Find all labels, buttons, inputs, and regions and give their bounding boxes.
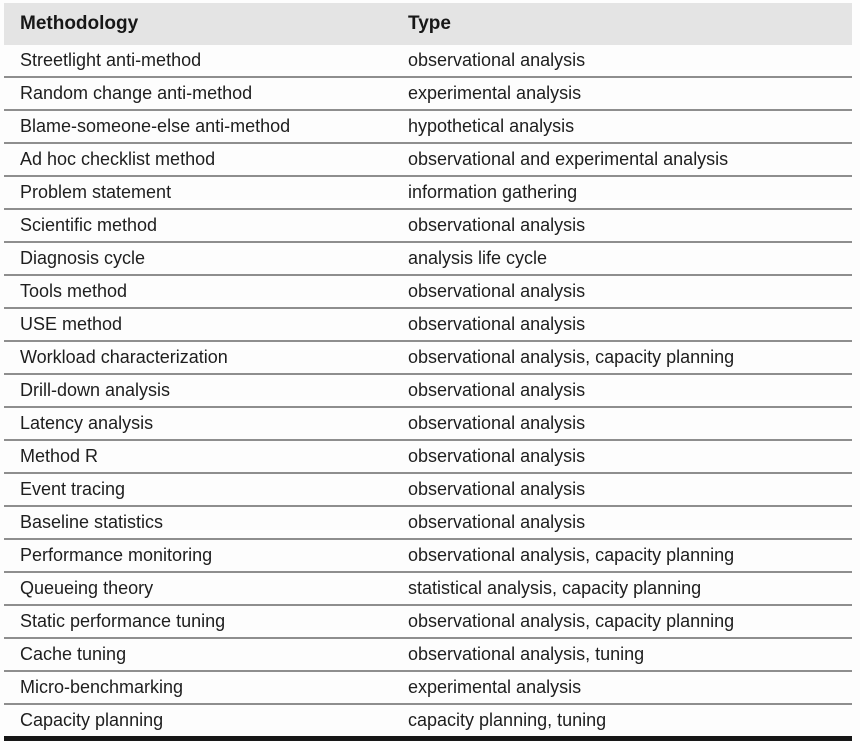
table-row: Tools method observational analysis (4, 274, 852, 308)
table-header: Methodology Type (4, 3, 852, 45)
methodology-cell: Tools method (4, 274, 392, 308)
type-cell: observational analysis (392, 505, 852, 539)
type-cell: observational analysis (392, 274, 852, 308)
type-cell: observational analysis (392, 208, 852, 242)
type-cell: hypothetical analysis (392, 109, 852, 143)
table-body: Streetlight anti-method observational an… (4, 45, 852, 739)
methodology-cell: Cache tuning (4, 637, 392, 671)
methodology-table: Methodology Type Streetlight anti-method… (4, 3, 852, 741)
table-row: Capacity planning capacity planning, tun… (4, 703, 852, 739)
methodology-cell: Drill-down analysis (4, 373, 392, 407)
table-row: Diagnosis cycle analysis life cycle (4, 241, 852, 275)
table-row: Baseline statistics observational analys… (4, 505, 852, 539)
table-row: Performance monitoring observational ana… (4, 538, 852, 572)
type-cell: experimental analysis (392, 76, 852, 110)
methodology-cell: Baseline statistics (4, 505, 392, 539)
methodology-cell: Capacity planning (4, 703, 392, 739)
type-cell: observational analysis (392, 439, 852, 473)
type-cell: observational analysis (392, 472, 852, 506)
type-cell: observational analysis, tuning (392, 637, 852, 671)
table-row: Scientific method observational analysis (4, 208, 852, 242)
type-cell: information gathering (392, 175, 852, 209)
methodology-cell: USE method (4, 307, 392, 341)
methodology-cell: Diagnosis cycle (4, 241, 392, 275)
methodology-cell: Scientific method (4, 208, 392, 242)
header-row: Methodology Type (4, 3, 852, 45)
methodology-cell: Streetlight anti-method (20, 50, 202, 70)
type-cell: analysis life cycle (392, 241, 852, 275)
type-cell: observational analysis (392, 406, 852, 440)
table-row: Latency analysis observational analysis (4, 406, 852, 440)
type-cell: observational analysis, capacity plannin… (392, 340, 852, 374)
type-cell: statistical analysis, capacity planning (392, 571, 852, 605)
methodology-cell: Blame-someone-else anti-method (4, 109, 392, 143)
methodology-cell: Event tracing (4, 472, 392, 506)
table-row: Queueing theory statistical analysis, ca… (4, 571, 852, 605)
type-cell: observational analysis, capacity plannin… (392, 604, 852, 638)
type-cell: observational analysis, capacity plannin… (392, 538, 852, 572)
type-cell: capacity planning, tuning (392, 703, 852, 739)
table-row: Blame-someone-else anti-method hypotheti… (4, 109, 852, 143)
column-header-type: Type (392, 3, 852, 45)
table-row: Event tracing observational analysis (4, 472, 852, 506)
table-row: Streetlight anti-method observational an… (4, 45, 852, 77)
column-header-methodology: Methodology (4, 3, 392, 45)
methodology-cell: Latency analysis (4, 406, 392, 440)
methodology-cell: Micro-benchmarking (4, 670, 392, 704)
table-row: Micro-benchmarking experimental analysis (4, 670, 852, 704)
methodology-cell: Method R (4, 439, 392, 473)
methodology-cell: Queueing theory (4, 571, 392, 605)
table-row: Cache tuning observational analysis, tun… (4, 637, 852, 671)
type-cell: experimental analysis (392, 670, 852, 704)
methodology-cell: Static performance tuning (4, 604, 392, 638)
table-row: Method R observational analysis (4, 439, 852, 473)
table-row: Static performance tuning observational … (4, 604, 852, 638)
table-row: Problem statement information gathering (4, 175, 852, 209)
methodology-cell: Performance monitoring (4, 538, 392, 572)
table-row: Ad hoc checklist method observational an… (4, 142, 852, 176)
methodology-cell: Ad hoc checklist method (4, 142, 392, 176)
type-cell: observational analysis (392, 307, 852, 341)
type-cell: observational analysis (408, 50, 586, 70)
type-cell: observational analysis (392, 373, 852, 407)
methodology-cell: Random change anti-method (4, 76, 392, 110)
table-row: Random change anti-method experimental a… (4, 76, 852, 110)
methodology-cell: Workload characterization (4, 340, 392, 374)
table-row: Drill-down analysis observational analys… (4, 373, 852, 407)
table-row: Workload characterization observational … (4, 340, 852, 374)
methodology-cell: Problem statement (4, 175, 392, 209)
table-row: USE method observational analysis (4, 307, 852, 341)
type-cell: observational and experimental analysis (392, 142, 852, 176)
